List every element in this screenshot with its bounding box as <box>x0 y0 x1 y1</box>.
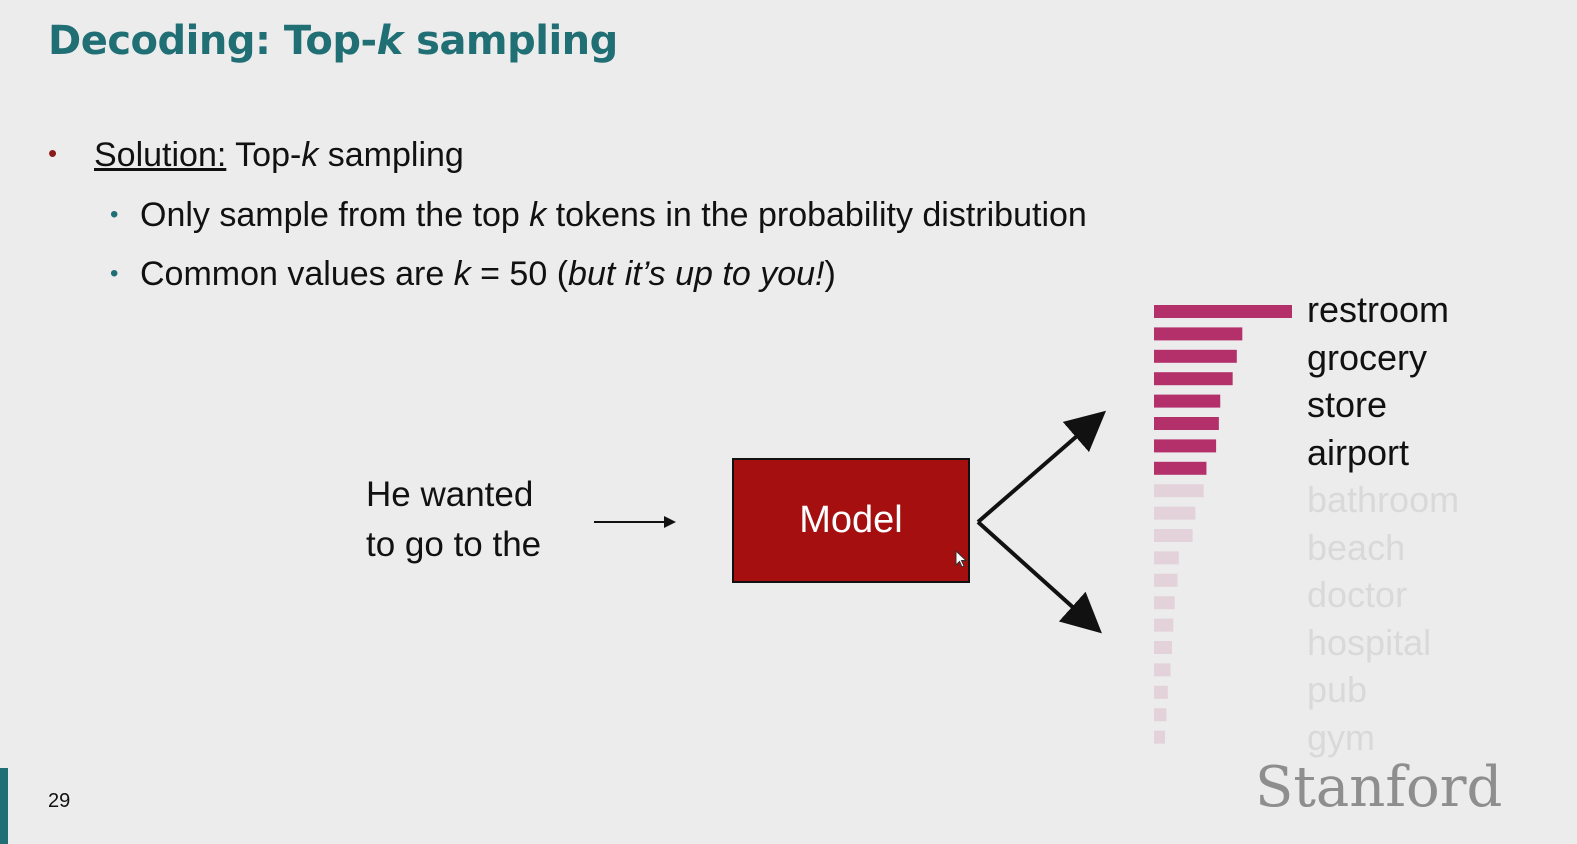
prob-bar <box>1154 573 1178 587</box>
mouse-cursor-icon <box>955 550 968 568</box>
lower-arrow <box>976 520 1102 634</box>
bullet-solution: • Solution: Top-k sampling <box>48 136 464 174</box>
prob-bar <box>1154 484 1204 498</box>
token-label: airport <box>1307 431 1410 473</box>
upper-arrow <box>976 410 1107 524</box>
prob-bar <box>1154 417 1219 430</box>
slide-title: Decoding: Top-k sampling <box>48 18 618 64</box>
token-label: beach <box>1307 526 1406 568</box>
model-box: Model <box>732 458 970 583</box>
input-prompt: He wanted to go to the <box>366 470 541 570</box>
page-number: 29 <box>48 790 71 812</box>
sub-bullet-2: • Common values are k = 50 (but it’s up t… <box>110 255 836 293</box>
token-label: pub <box>1307 669 1368 710</box>
prob-bar <box>1154 372 1233 386</box>
sub-bullet-dot: • <box>110 201 119 228</box>
token-label: restroom <box>1307 289 1450 330</box>
token-label: gym <box>1307 716 1376 758</box>
token-label: bathroom <box>1307 479 1460 520</box>
input-line-2: to go to the <box>366 525 542 564</box>
prob-bar <box>1154 506 1196 520</box>
prob-bar <box>1154 685 1168 699</box>
solution-label: Solution: <box>94 136 227 174</box>
sub-bullet-1: • Only sample from the top k tokens in th… <box>110 196 1087 234</box>
prob-bar <box>1154 663 1171 677</box>
token-label: store <box>1307 384 1388 425</box>
sub-bullet-dot: • <box>110 260 119 287</box>
input-line-1: He wanted <box>366 475 534 514</box>
prob-bar <box>1154 461 1207 475</box>
model-label: Model <box>799 499 903 541</box>
prob-bar <box>1154 529 1193 542</box>
left-accent-bar <box>0 768 8 844</box>
prob-bar <box>1154 708 1167 722</box>
prob-bar <box>1154 394 1221 408</box>
prob-bar <box>1154 618 1174 632</box>
prob-bar <box>1154 641 1172 654</box>
token-label: doctor <box>1307 574 1408 615</box>
prob-bar <box>1154 439 1217 453</box>
token-label: grocery <box>1307 336 1428 378</box>
prob-bar <box>1154 327 1243 341</box>
prob-bar <box>1154 596 1175 610</box>
prob-bar <box>1154 551 1179 565</box>
token-label: hospital <box>1307 621 1432 663</box>
stanford-logo: Stanford <box>1255 755 1503 820</box>
bullet-dot: • <box>48 138 58 168</box>
prob-bar <box>1154 305 1292 318</box>
prob-bar <box>1154 730 1166 744</box>
prob-bar <box>1154 349 1237 363</box>
